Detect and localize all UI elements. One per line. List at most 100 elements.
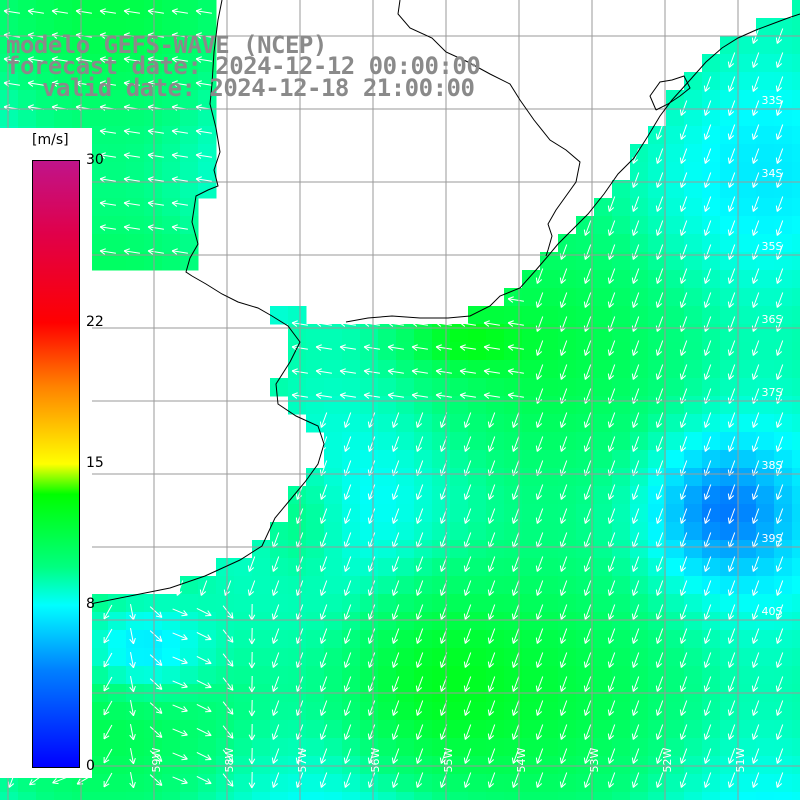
wind-arrow: [391, 508, 400, 524]
wind-cell: [162, 756, 181, 775]
wind-cell: [54, 774, 73, 793]
wind-arrow: [343, 580, 352, 596]
wind-cell: [612, 666, 631, 685]
wind-cell: [144, 774, 163, 793]
wind-cell: [288, 630, 307, 649]
wind-cell: [594, 360, 613, 379]
wind-arrow: [655, 652, 664, 668]
wind-cell: [324, 342, 343, 361]
wind-cell: [666, 324, 685, 343]
wind-arrow: [607, 196, 616, 212]
wind-cell: [414, 342, 433, 361]
wind-arrow: [459, 320, 476, 327]
wind-cell: [450, 414, 469, 433]
wind-arrow: [535, 748, 544, 764]
wind-cell: [450, 720, 469, 739]
wind-arrow: [631, 724, 640, 740]
wind-cell: [270, 738, 289, 757]
longitude-label: 55W: [442, 747, 455, 772]
wind-cell: [522, 450, 541, 469]
wind-cell: [378, 396, 397, 415]
wind-arrow: [535, 412, 544, 428]
wind-cell: [594, 792, 613, 800]
wind-arrow: [631, 268, 640, 284]
wind-cell: [414, 432, 433, 451]
wind-cell: [54, 36, 73, 55]
wind-arrow: [679, 628, 688, 644]
wind-cell: [702, 774, 721, 793]
wind-cell: [198, 126, 217, 145]
wind-cell: [540, 558, 559, 577]
wind-cell: [594, 648, 613, 667]
wind-cell: [540, 306, 559, 325]
wind-cell: [756, 90, 775, 109]
wind-cell: [558, 738, 577, 757]
wind-arrow: [172, 752, 188, 761]
wind-arrow: [99, 128, 116, 135]
wind-cell: [774, 288, 793, 307]
wind-arrow: [435, 320, 452, 327]
wind-cell: [594, 486, 613, 505]
wind-cell: [36, 72, 55, 91]
wind-arrow: [655, 292, 664, 308]
wind-cell: [540, 738, 559, 757]
wind-cell: [180, 0, 199, 19]
wind-arrow: [195, 8, 212, 15]
wind-arrow: [631, 220, 640, 236]
wind-cell: [522, 738, 541, 757]
wind-cell: [540, 576, 559, 595]
wind-cell: [666, 234, 685, 253]
wind-arrow: [775, 124, 784, 140]
wind-arrow: [271, 700, 280, 716]
wind-cell: [432, 540, 451, 559]
wind-arrow: [751, 580, 760, 596]
wind-cell: [738, 90, 757, 109]
wind-cell: [162, 198, 181, 217]
wind-arrow: [147, 56, 164, 63]
wind-cell: [468, 342, 487, 361]
wind-cell: [576, 324, 595, 343]
wind-arrow: [343, 436, 352, 452]
wind-cell: [306, 774, 325, 793]
wind-cell: [612, 774, 631, 793]
wind-cell: [414, 792, 433, 800]
wind-cell: [666, 144, 685, 163]
wind-cell: [468, 792, 487, 800]
wind-cell: [90, 18, 109, 37]
wind-cell: [324, 324, 343, 343]
wind-arrow: [775, 76, 784, 92]
wind-arrow: [727, 220, 736, 236]
wind-cell: [648, 162, 667, 181]
wind-cell: [666, 540, 685, 559]
wind-cell: [288, 522, 307, 541]
wind-cell: [648, 702, 667, 721]
wind-arrow: [387, 368, 404, 375]
wind-arrow: [559, 676, 568, 692]
wind-cell: [162, 234, 181, 253]
wind-cell: [162, 720, 181, 739]
wind-cell: [612, 414, 631, 433]
wind-arrow: [607, 604, 616, 620]
wind-arrow: [679, 580, 688, 596]
wind-cell: [270, 666, 289, 685]
wind-cell: [522, 522, 541, 541]
wind-arrow: [775, 604, 784, 620]
wind-cell: [36, 774, 55, 793]
wind-cell: [648, 216, 667, 235]
wind-cell: [594, 630, 613, 649]
wind-cell: [684, 792, 703, 800]
wind-arrow: [703, 748, 712, 764]
wind-cell: [792, 54, 800, 73]
wind-arrow: [703, 508, 712, 524]
wind-cell: [702, 234, 721, 253]
wind-cell: [558, 774, 577, 793]
wind-cell: [180, 612, 199, 631]
wind-cell: [198, 54, 217, 73]
wind-cell: [684, 216, 703, 235]
wind-cell: [486, 360, 505, 379]
wind-arrow: [703, 772, 712, 788]
wind-arrow: [631, 556, 640, 572]
wind-cell: [612, 198, 631, 217]
